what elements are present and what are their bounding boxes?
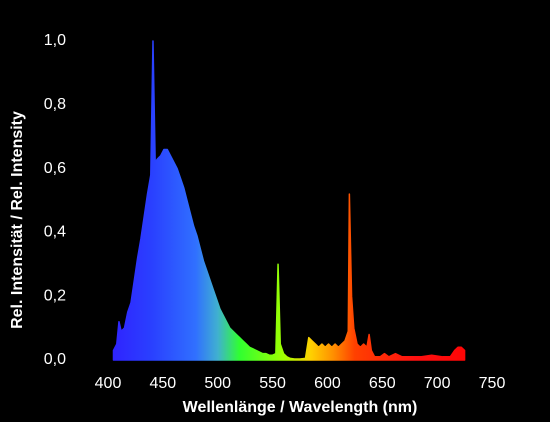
y-tick-label: 0,4 — [44, 224, 66, 241]
x-tick-label: 750 — [479, 375, 506, 392]
y-tick-label: 0,2 — [44, 287, 66, 304]
x-tick-label: 700 — [424, 375, 451, 392]
x-tick-label: 600 — [314, 375, 341, 392]
x-tick-label: 650 — [369, 375, 396, 392]
x-tick-label: 400 — [95, 375, 122, 392]
y-tick-label: 0,8 — [44, 96, 66, 113]
x-tick-label: 550 — [259, 375, 286, 392]
x-tick-label: 450 — [150, 375, 177, 392]
spectrum-area — [112, 40, 466, 361]
x-tick-label: 500 — [204, 375, 231, 392]
y-tick-label: 0,6 — [44, 160, 66, 177]
x-axis-title: Wellenlänge / Wavelength (nm) — [183, 399, 418, 416]
y-tick-label: 0,0 — [44, 351, 66, 368]
y-tick-label: 1,0 — [44, 32, 66, 49]
y-axis-title: Rel. Intensität / Rel. Intensity — [9, 111, 26, 329]
